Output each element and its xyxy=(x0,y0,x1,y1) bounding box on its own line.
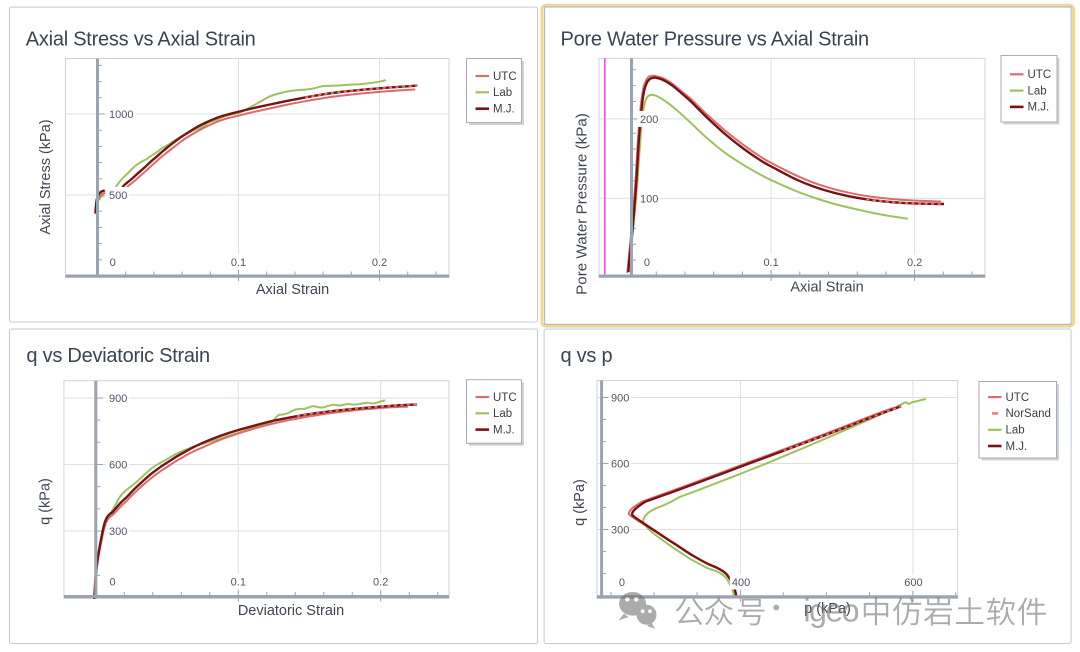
svg-text:q (kPa): q (kPa) xyxy=(572,479,588,526)
svg-text:UTC: UTC xyxy=(1028,69,1052,81)
svg-text:Axial Stress vs Axial Strain: Axial Stress vs Axial Strain xyxy=(26,28,256,50)
svg-text:Pore Water Pressure (kPa): Pore Water Pressure (kPa) xyxy=(574,113,591,295)
svg-text:Axial Strain: Axial Strain xyxy=(790,280,863,296)
svg-text:q vs p: q vs p xyxy=(561,345,613,367)
svg-text:100: 100 xyxy=(640,193,658,205)
svg-text:0: 0 xyxy=(644,257,650,269)
svg-text:900: 900 xyxy=(611,393,629,405)
svg-text:900: 900 xyxy=(109,393,127,405)
svg-text:M.J.: M.J. xyxy=(493,104,515,116)
svg-text:300: 300 xyxy=(109,526,127,538)
svg-text:Lab: Lab xyxy=(1028,85,1047,97)
svg-text:0.1: 0.1 xyxy=(231,577,246,589)
svg-text:q (kPa): q (kPa) xyxy=(38,478,54,525)
svg-text:500: 500 xyxy=(109,190,127,202)
svg-text:0.2: 0.2 xyxy=(907,257,922,269)
svg-text:M.J.: M.J. xyxy=(1028,102,1050,114)
svg-text:0.1: 0.1 xyxy=(763,257,778,269)
svg-text:UTC: UTC xyxy=(493,392,517,404)
svg-text:NorSand: NorSand xyxy=(1006,408,1051,420)
svg-text:Axial Strain: Axial Strain xyxy=(256,282,329,298)
svg-text:1000: 1000 xyxy=(109,109,133,121)
svg-text:Deviatoric Strain: Deviatoric Strain xyxy=(238,603,344,619)
svg-text:p (kPa): p (kPa) xyxy=(804,601,851,617)
svg-text:igeo: igeo xyxy=(804,593,859,629)
svg-text:400: 400 xyxy=(732,577,750,589)
svg-text:600: 600 xyxy=(109,460,127,472)
svg-text:0.2: 0.2 xyxy=(372,257,387,269)
svg-text:Lab: Lab xyxy=(493,408,512,420)
svg-text:0: 0 xyxy=(619,577,625,589)
svg-text:Lab: Lab xyxy=(493,87,512,99)
svg-text:q vs Deviatoric Strain: q vs Deviatoric Strain xyxy=(26,345,209,367)
svg-text:0: 0 xyxy=(109,577,115,589)
svg-text:0.1: 0.1 xyxy=(231,257,246,269)
svg-text:UTC: UTC xyxy=(493,71,517,83)
svg-text:0.2: 0.2 xyxy=(373,577,388,589)
svg-text:Lab: Lab xyxy=(1006,425,1025,437)
svg-text:0: 0 xyxy=(110,257,116,269)
svg-text:M.J.: M.J. xyxy=(1006,441,1028,453)
svg-text:M.J.: M.J. xyxy=(493,424,515,436)
svg-text:600: 600 xyxy=(904,577,922,589)
svg-text:Axial Stress (kPa): Axial Stress (kPa) xyxy=(38,119,54,234)
svg-text:300: 300 xyxy=(611,525,629,537)
svg-text:200: 200 xyxy=(640,114,658,126)
svg-text:600: 600 xyxy=(611,459,629,471)
svg-text:UTC: UTC xyxy=(1006,392,1030,404)
svg-text:Pore Water Pressure vs Axial S: Pore Water Pressure vs Axial Strain xyxy=(561,28,869,50)
